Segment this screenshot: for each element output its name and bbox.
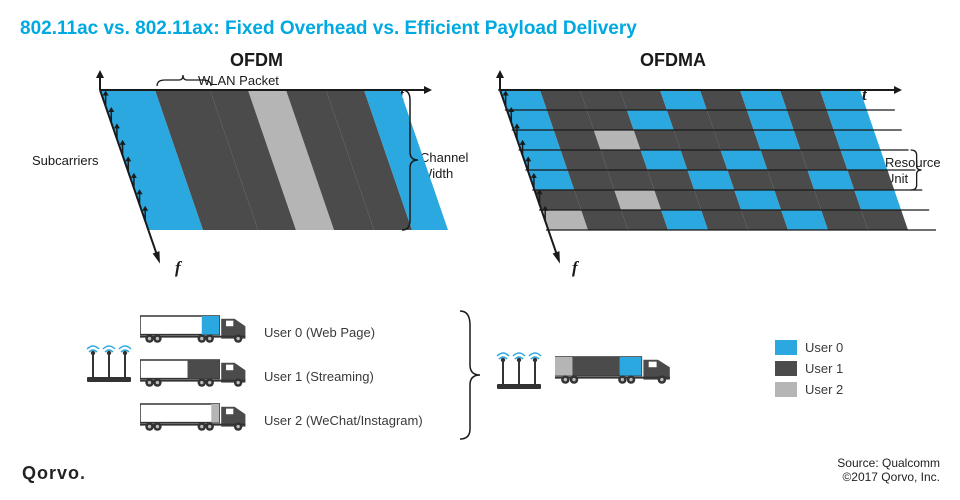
legend-swatch	[775, 361, 797, 376]
tower-right-icon	[495, 352, 543, 390]
legend-row: User 2	[775, 382, 843, 397]
truck-icon	[140, 314, 250, 350]
brand-logo: Qorvo.	[22, 463, 86, 484]
truck-icon	[140, 402, 250, 438]
truck-label: User 2 (WeChat/Instagram)	[264, 413, 423, 428]
footer-right: Source: Qualcomm ©2017 Qorvo, Inc.	[837, 456, 940, 484]
legend-row: User 0	[775, 340, 843, 355]
legend: User 0 User 1 User 2	[775, 340, 843, 403]
truck-row: User 0 (Web Page)	[140, 310, 423, 354]
trucks-left-group: User 0 (Web Page) User 1 (Streaming) User …	[140, 310, 423, 442]
truck-row: User 1 (Streaming)	[140, 354, 423, 398]
diagrams-canvas	[0, 0, 960, 290]
copyright-line: ©2017 Qorvo, Inc.	[837, 470, 940, 484]
trucks-bracket	[456, 305, 484, 445]
legend-label: User 1	[805, 361, 843, 376]
legend-swatch	[775, 340, 797, 355]
source-line: Source: Qualcomm	[837, 456, 940, 470]
truck-icon	[140, 358, 250, 394]
legend-label: User 0	[805, 340, 843, 355]
truck-label: User 1 (Streaming)	[264, 369, 374, 384]
tower-left-icon	[85, 345, 133, 383]
legend-row: User 1	[775, 361, 843, 376]
truck-right-icon	[555, 355, 675, 391]
legend-swatch	[775, 382, 797, 397]
legend-label: User 2	[805, 382, 843, 397]
truck-row: User 2 (WeChat/Instagram)	[140, 398, 423, 442]
truck-label: User 0 (Web Page)	[264, 325, 375, 340]
